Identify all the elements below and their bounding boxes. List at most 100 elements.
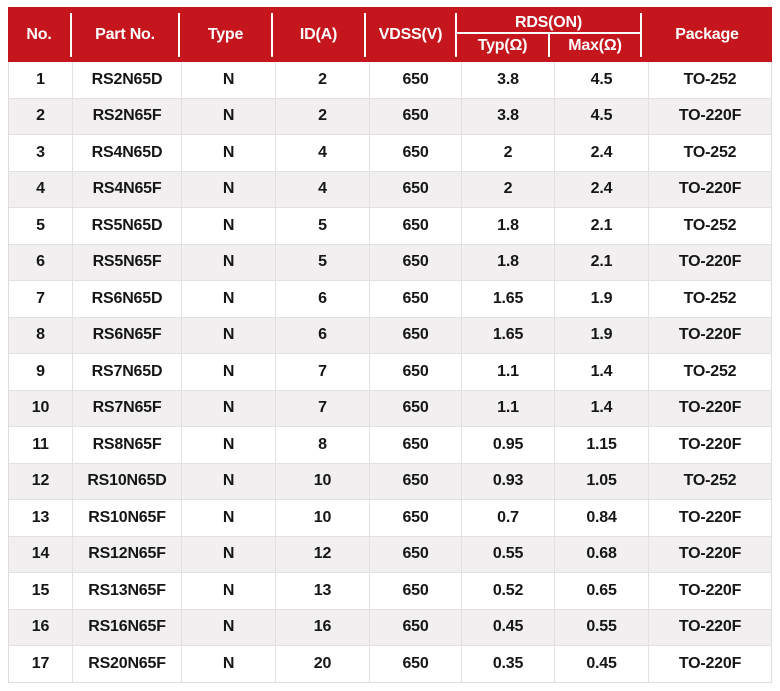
cell-package: TO-220F [648, 427, 771, 463]
table-row: 1 RS2N65D N 2 650 3.8 4.5 TO-252 [9, 62, 771, 99]
cell-part-no: RS4N65D [72, 135, 181, 171]
cell-typ-ohm: 1.8 [461, 244, 554, 280]
cell-id-a: 4 [275, 135, 369, 171]
table-row: 6 RS5N65F N 5 650 1.8 2.1 TO-220F [9, 244, 771, 281]
cell-package: TO-220F [648, 244, 771, 280]
cell-part-no: RS12N65F [72, 536, 181, 572]
cell-part-no: RS2N65F [72, 98, 181, 134]
cell-max-ohm: 4.5 [554, 98, 648, 134]
cell-vdss-v: 650 [369, 646, 461, 682]
cell-typ-ohm: 0.55 [461, 536, 554, 572]
cell-max-ohm: 2.1 [554, 244, 648, 280]
cell-max-ohm: 1.15 [554, 427, 648, 463]
cell-max-ohm: 2.4 [554, 171, 648, 207]
cell-type: N [181, 500, 275, 536]
cell-vdss-v: 650 [369, 573, 461, 609]
cell-max-ohm: 1.9 [554, 281, 648, 317]
cell-id-a: 7 [275, 390, 369, 426]
header-package: Package [640, 13, 772, 57]
cell-part-no: RS4N65F [72, 171, 181, 207]
cell-part-no: RS13N65F [72, 573, 181, 609]
cell-type: N [181, 536, 275, 572]
cell-vdss-v: 650 [369, 609, 461, 645]
cell-id-a: 8 [275, 427, 369, 463]
cell-typ-ohm: 1.1 [461, 354, 554, 390]
cell-id-a: 7 [275, 354, 369, 390]
table-row: 14 RS12N65F N 12 650 0.55 0.68 TO-220F [9, 536, 771, 573]
cell-max-ohm: 4.5 [554, 62, 648, 98]
cell-vdss-v: 650 [369, 98, 461, 134]
cell-package: TO-252 [648, 208, 771, 244]
cell-typ-ohm: 1.65 [461, 281, 554, 317]
cell-id-a: 5 [275, 208, 369, 244]
cell-type: N [181, 281, 275, 317]
cell-vdss-v: 650 [369, 171, 461, 207]
cell-part-no: RS6N65F [72, 317, 181, 353]
cell-typ-ohm: 0.7 [461, 500, 554, 536]
cell-type: N [181, 463, 275, 499]
table-header: No. Part No. Type ID(A) VDSS(V) RDS(ON) … [8, 7, 772, 62]
cell-package: TO-220F [648, 317, 771, 353]
header-rds-on-group: RDS(ON) Typ(Ω) Max(Ω) [455, 13, 640, 57]
cell-no: 8 [36, 326, 45, 344]
cell-max-ohm: 0.65 [554, 573, 648, 609]
header-part-no: Part No. [70, 13, 178, 57]
cell-id-a: 20 [275, 646, 369, 682]
cell-no: 2 [36, 107, 45, 125]
cell-package: TO-220F [648, 98, 771, 134]
cell-max-ohm: 2.4 [554, 135, 648, 171]
cell-type: N [181, 646, 275, 682]
cell-max-ohm: 1.9 [554, 317, 648, 353]
cell-part-no: RS8N65F [72, 427, 181, 463]
table-row: 17 RS20N65F N 20 650 0.35 0.45 TO-220F [9, 646, 771, 682]
cell-typ-ohm: 0.93 [461, 463, 554, 499]
cell-max-ohm: 1.4 [554, 354, 648, 390]
cell-id-a: 6 [275, 317, 369, 353]
cell-package: TO-220F [648, 390, 771, 426]
cell-no: 9 [36, 362, 45, 380]
cell-type: N [181, 98, 275, 134]
table-row: 3 RS4N65D N 4 650 2 2.4 TO-252 [9, 135, 771, 172]
cell-part-no: RS5N65D [72, 208, 181, 244]
cell-vdss-v: 650 [369, 390, 461, 426]
cell-typ-ohm: 3.8 [461, 98, 554, 134]
cell-package: TO-252 [648, 354, 771, 390]
cell-vdss-v: 650 [369, 135, 461, 171]
cell-typ-ohm: 3.8 [461, 62, 554, 98]
header-typ-ohm: Typ(Ω) [477, 36, 528, 54]
cell-no: 7 [36, 289, 45, 307]
cell-no: 3 [36, 143, 45, 161]
cell-type: N [181, 427, 275, 463]
cell-package: TO-220F [648, 500, 771, 536]
cell-no: 10 [31, 399, 50, 417]
cell-package: TO-220F [648, 609, 771, 645]
cell-type: N [181, 390, 275, 426]
table-row: 2 RS2N65F N 2 650 3.8 4.5 TO-220F [9, 98, 771, 135]
cell-no: 6 [36, 253, 45, 271]
cell-max-ohm: 0.84 [554, 500, 648, 536]
cell-no: 5 [36, 216, 45, 234]
cell-package: TO-252 [648, 463, 771, 499]
header-type: Type [178, 13, 271, 57]
cell-package: TO-220F [648, 171, 771, 207]
cell-vdss-v: 650 [369, 427, 461, 463]
header-vdss-v: VDSS(V) [364, 13, 455, 57]
cell-id-a: 2 [275, 62, 369, 98]
cell-vdss-v: 650 [369, 500, 461, 536]
cell-part-no: RS7N65D [72, 354, 181, 390]
cell-id-a: 6 [275, 281, 369, 317]
cell-type: N [181, 244, 275, 280]
cell-id-a: 10 [275, 500, 369, 536]
table-row: 4 RS4N65F N 4 650 2 2.4 TO-220F [9, 171, 771, 208]
cell-package: TO-220F [648, 536, 771, 572]
cell-type: N [181, 62, 275, 98]
table-row: 9 RS7N65D N 7 650 1.1 1.4 TO-252 [9, 354, 771, 391]
cell-typ-ohm: 2 [461, 171, 554, 207]
table-row: 12 RS10N65D N 10 650 0.93 1.05 TO-252 [9, 463, 771, 500]
cell-type: N [181, 171, 275, 207]
header-no: No. [26, 26, 52, 43]
cell-package: TO-220F [648, 646, 771, 682]
cell-typ-ohm: 0.35 [461, 646, 554, 682]
cell-part-no: RS20N65F [72, 646, 181, 682]
